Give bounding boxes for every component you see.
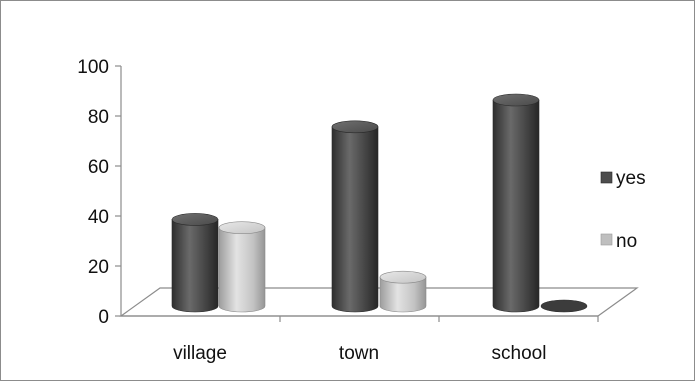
bar-no-village xyxy=(218,221,266,313)
bar-yes-town xyxy=(331,120,379,313)
legend: yes no xyxy=(600,168,646,252)
y-tick-label: 60 xyxy=(88,157,109,178)
bar-no-town xyxy=(379,270,427,313)
bar-yes-village xyxy=(171,213,219,313)
x-axis-ticks: village town school xyxy=(173,316,599,364)
category-label-school: school xyxy=(492,343,547,364)
category-label-town: town xyxy=(339,343,379,364)
y-tick-label: 20 xyxy=(88,257,109,278)
legend-label-no: no xyxy=(616,231,637,252)
y-tick-label: 40 xyxy=(88,207,109,228)
bar-yes-school xyxy=(492,93,540,313)
y-axis-ticks: 0 20 40 60 80 100 xyxy=(77,57,121,328)
legend-label-yes: yes xyxy=(616,168,646,189)
legend-swatch-no xyxy=(600,233,613,246)
y-tick-label: 80 xyxy=(88,107,109,128)
bars xyxy=(171,93,588,313)
category-label-village: village xyxy=(173,343,227,364)
y-tick-label: 0 xyxy=(98,307,109,328)
legend-swatch-yes xyxy=(600,171,613,184)
bar-no-school xyxy=(540,299,588,313)
y-tick-label: 100 xyxy=(77,57,109,78)
